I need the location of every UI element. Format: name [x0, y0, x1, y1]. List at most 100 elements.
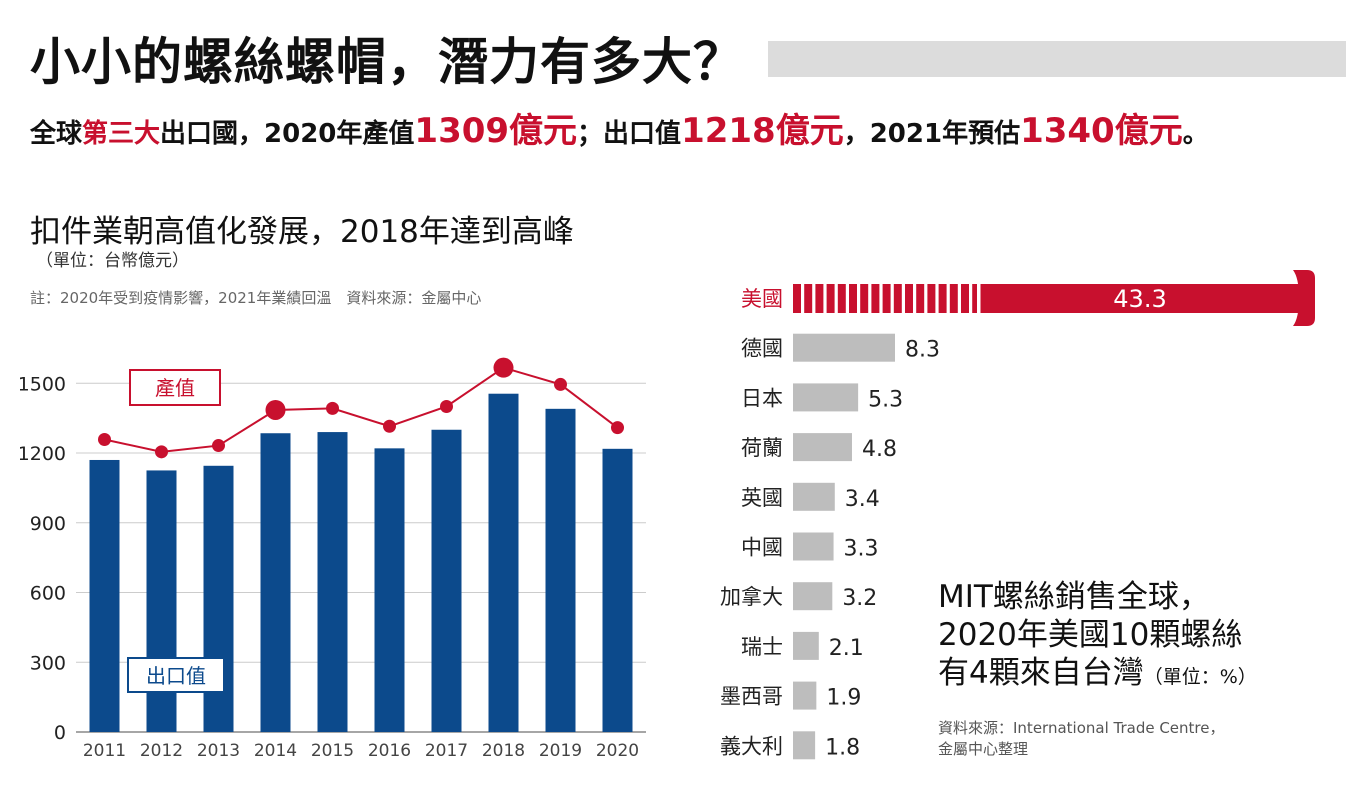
- subtitle-highlight: 1340億元: [1020, 111, 1183, 151]
- x-tick-label: 2020: [596, 741, 639, 761]
- source-line: 金屬中心整理: [938, 740, 1029, 758]
- production-line: [104, 366, 619, 453]
- export-bar: [89, 459, 120, 732]
- legend-production: 產值: [129, 369, 221, 406]
- country-label: 美國: [741, 287, 783, 311]
- export-bar: [488, 393, 519, 732]
- export-bar: [260, 433, 291, 732]
- x-tick-label: 2019: [539, 741, 582, 761]
- caption-line: 有4顆來自台灣: [938, 655, 1144, 691]
- us-import-share-chart: 美國 43.3 德國 8.3 日本 5.3 荷蘭 4.8 英國 3.4 中國 3.3 加拿大 3.2 瑞士 2…: [720, 270, 1315, 760]
- x-tick-label: 2013: [197, 741, 240, 761]
- x-tick-label: 2015: [311, 741, 354, 761]
- country-label: 英國: [741, 486, 783, 510]
- subtitle-part: 出口國，2020年產值: [160, 119, 415, 149]
- y-tick-label: 600: [30, 583, 66, 605]
- production-point: [212, 439, 225, 453]
- share-bar: [793, 433, 852, 462]
- caption-line: 2020年美國10顆螺絲: [938, 617, 1243, 653]
- share-bar: [793, 681, 817, 710]
- us-bar-thread: [801, 284, 805, 313]
- value-label: 3.4: [845, 487, 880, 512]
- value-label: 3.3: [844, 537, 879, 562]
- production-point: [383, 419, 396, 433]
- country-label: 加拿大: [720, 585, 783, 609]
- production-point: [326, 401, 339, 415]
- us-bar-cap: [1293, 270, 1315, 326]
- us-bar-thread: [935, 284, 939, 313]
- value-label: 2.1: [829, 636, 864, 661]
- x-tick-label: 2018: [482, 741, 525, 761]
- us-share-bar: [793, 270, 1315, 326]
- left-chart-unit: （單位：台幣億元）: [36, 251, 189, 271]
- right-chart-caption: MIT螺絲銷售全球， 2020年美國10顆螺絲 有4顆來自台灣（單位：%）: [938, 578, 1257, 696]
- country-label: 荷蘭: [741, 436, 783, 460]
- caption-unit: （單位：%）: [1143, 666, 1257, 688]
- us-bar-thread: [868, 284, 872, 313]
- subtitle-part: ；出口值: [577, 119, 682, 149]
- value-label: 3.2: [842, 586, 877, 611]
- share-bar: [793, 731, 816, 760]
- value-label: 1.9: [826, 686, 861, 711]
- export-bar: [317, 432, 348, 732]
- country-label: 義大利: [720, 734, 783, 758]
- us-bar-thread: [969, 284, 973, 313]
- country-label: 瑞士: [741, 635, 783, 659]
- production-export-chart: 0 300 600 900 1200 1500 2011 2012 2013 2014 2015 20…: [20, 357, 646, 761]
- share-bar: [793, 532, 834, 561]
- left-chart-note: 註：2020年受到疫情影響，2021年業績回溫 資料來源：金屬中心: [30, 289, 482, 307]
- legend-export: 出口值: [127, 657, 225, 693]
- country-label: 中國: [741, 536, 783, 560]
- subtitle-highlight: 第三大: [82, 119, 161, 149]
- legend-label: 出口值: [146, 664, 206, 688]
- export-bar: [545, 408, 576, 732]
- value-label: 5.3: [868, 387, 903, 412]
- x-tick-label: 2016: [368, 741, 411, 761]
- production-point: [265, 399, 286, 420]
- production-point: [98, 433, 111, 447]
- caption-line-with-unit: 有4顆來自台灣（單位：%）: [938, 654, 1257, 696]
- x-tick-label: 2011: [83, 741, 126, 761]
- export-bar: [431, 429, 462, 732]
- legend-box: [129, 369, 221, 406]
- share-bar: [793, 333, 895, 362]
- headline-summary: 全球第三大出口國，2020年產值1309億元；出口值1218億元，2021年預估…: [30, 103, 1209, 152]
- share-bar: [793, 383, 859, 412]
- x-tick-label: 2017: [425, 741, 468, 761]
- us-bar-thread: [812, 284, 816, 313]
- legend-label: 產值: [155, 376, 195, 400]
- value-label: 43.3: [1113, 285, 1166, 313]
- x-tick-label: 2014: [254, 741, 297, 761]
- export-bar: [602, 448, 633, 732]
- us-bar-thread: [823, 284, 827, 313]
- us-bar-divider: [977, 284, 981, 313]
- value-label: 8.3: [905, 338, 940, 363]
- us-bar-thread: [857, 284, 861, 313]
- y-tick-label: 1500: [20, 373, 66, 395]
- country-label: 德國: [741, 337, 783, 361]
- subtitle-part: ，2021年預估: [843, 119, 1021, 149]
- y-tick-label: 900: [30, 513, 66, 535]
- y-tick-label: 1200: [20, 443, 66, 465]
- us-bar-thread: [924, 284, 928, 313]
- production-point: [493, 357, 514, 378]
- share-bar: [793, 582, 833, 611]
- us-bar-body: [793, 284, 1301, 313]
- country-label: 日本: [741, 386, 783, 410]
- value-label: 4.8: [862, 437, 897, 462]
- us-bar-thread: [946, 284, 950, 313]
- subtitle-highlight: 1309億元: [414, 111, 578, 151]
- share-bar: [793, 482, 835, 511]
- subtitle-part: 全球: [30, 119, 83, 149]
- us-bar-thread: [845, 284, 849, 313]
- us-bar-thread: [957, 284, 961, 313]
- country-label: 墨西哥: [720, 685, 783, 709]
- value-label: 1.8: [825, 735, 860, 760]
- subtitle-highlight: 1218億元: [681, 111, 844, 151]
- us-bar-thread: [879, 284, 883, 313]
- export-bar: [374, 448, 405, 732]
- legend-box: [127, 657, 225, 693]
- caption-line: MIT螺絲銷售全球，: [938, 579, 1210, 615]
- left-chart-title: 扣件業朝高值化發展，2018年達到高峰: [30, 214, 574, 250]
- us-bar-thread: [890, 284, 894, 313]
